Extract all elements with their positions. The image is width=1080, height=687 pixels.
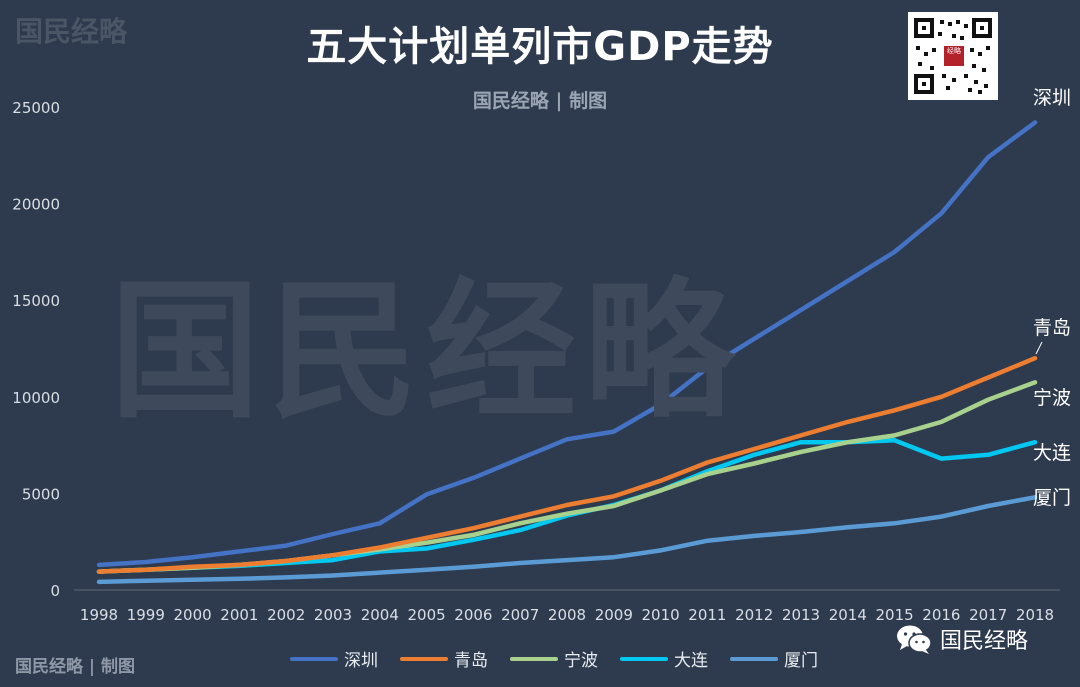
chart-title: 五大计划单列市GDP走势 xyxy=(306,24,774,70)
qingdao-label-leader xyxy=(1035,341,1043,355)
end-label-qingdao: 青岛 xyxy=(1033,317,1071,339)
x-tick-label: 2011 xyxy=(688,606,726,624)
wechat-label: 国民经略 xyxy=(940,629,1029,654)
corner-watermark: 国民经略 xyxy=(15,15,128,48)
chart-legend: 深圳 青岛 宁波 大连 厦门 xyxy=(290,646,818,671)
y-tick-label: 25000 xyxy=(12,99,60,117)
end-label-xiamen: 厦门 xyxy=(1033,487,1071,509)
y-tick-label: 0 xyxy=(50,582,60,600)
legend-item-xiamen: 厦门 xyxy=(730,646,818,671)
chart-subtitle: 国民经略 | 制图 xyxy=(472,90,608,112)
x-tick-label: 2004 xyxy=(361,606,399,624)
legend-swatch-ningbo xyxy=(510,656,558,661)
series-lines xyxy=(96,120,1038,585)
x-tick-label: 2009 xyxy=(595,606,633,624)
legend-swatch-xiamen xyxy=(730,656,778,661)
x-tick-label: 2018 xyxy=(1016,606,1054,624)
legend-item-dalian: 大连 xyxy=(620,646,708,671)
y-tick-label: 15000 xyxy=(12,292,60,310)
x-tick-label: 2005 xyxy=(408,606,446,624)
x-tick-label: 2002 xyxy=(267,606,305,624)
qr-code-icon: 经略 xyxy=(908,12,998,100)
x-tick-label: 2003 xyxy=(314,606,352,624)
legend-label-dalian: 大连 xyxy=(674,651,708,671)
center-watermark: 国民经略 xyxy=(110,263,743,439)
x-axis: 1998 1999 2000 2001 2002 2003 2004 2005 2006 2007… xyxy=(80,606,1054,624)
x-tick-label: 1999 xyxy=(127,606,165,624)
end-label-dalian: 大连 xyxy=(1033,442,1071,464)
series-line-xiamen xyxy=(96,495,1038,585)
wechat-icon xyxy=(897,625,932,654)
legend-label-xiamen: 厦门 xyxy=(784,651,818,671)
x-tick-label: 2017 xyxy=(969,606,1007,624)
y-axis: 0 5000 10000 15000 20000 25000 xyxy=(12,99,60,600)
legend-item-ningbo: 宁波 xyxy=(510,646,598,671)
x-tick-label: 1998 xyxy=(80,606,118,624)
legend-label-qingdao: 青岛 xyxy=(454,651,488,671)
y-tick-label: 10000 xyxy=(12,389,60,407)
x-tick-label: 2013 xyxy=(782,606,820,624)
x-tick-label: 2007 xyxy=(501,606,539,624)
legend-label-shenzhen: 深圳 xyxy=(344,651,378,671)
x-tick-label: 2016 xyxy=(922,606,960,624)
x-tick-label: 2015 xyxy=(876,606,914,624)
legend-swatch-qingdao xyxy=(400,656,448,661)
wechat-account: 国民经略 xyxy=(896,623,1028,655)
footer-brand: 国民经略 | 制图 xyxy=(15,657,136,677)
y-tick-label: 20000 xyxy=(12,196,60,214)
series-line-qingdao xyxy=(96,355,1038,574)
qr-seal: 经略 xyxy=(944,46,964,66)
x-tick-label: 2014 xyxy=(829,606,867,624)
legend-swatch-dalian xyxy=(620,656,668,661)
legend-swatch-shenzhen xyxy=(290,656,338,661)
y-tick-label: 5000 xyxy=(22,485,60,503)
x-tick-label: 2010 xyxy=(642,606,680,624)
x-tick-label: 2001 xyxy=(220,606,258,624)
legend-item-shenzhen: 深圳 xyxy=(290,646,378,671)
series-line-shenzhen xyxy=(96,120,1038,568)
x-tick-label: 2008 xyxy=(548,606,586,624)
end-label-shenzhen: 深圳 xyxy=(1033,87,1071,109)
x-tick-label: 2006 xyxy=(454,606,492,624)
x-tick-label: 2012 xyxy=(735,606,773,624)
end-label-ningbo: 宁波 xyxy=(1033,387,1071,409)
legend-label-ningbo: 宁波 xyxy=(564,651,598,671)
x-tick-label: 2000 xyxy=(174,606,212,624)
legend-item-qingdao: 青岛 xyxy=(400,646,488,671)
